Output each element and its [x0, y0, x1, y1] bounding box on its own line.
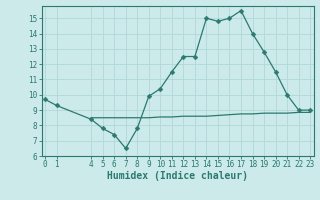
- X-axis label: Humidex (Indice chaleur): Humidex (Indice chaleur): [107, 171, 248, 181]
